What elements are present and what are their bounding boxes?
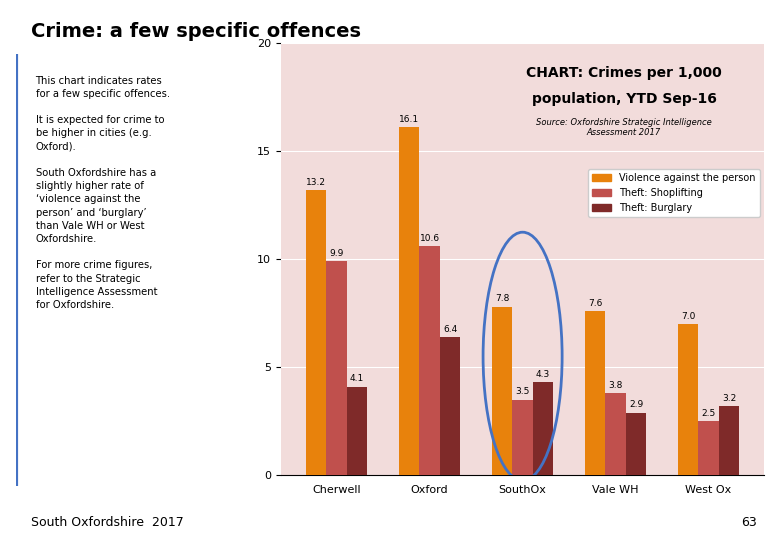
Bar bbox=[585, 311, 605, 475]
Text: 7.6: 7.6 bbox=[588, 299, 602, 308]
Bar bbox=[306, 190, 326, 475]
Bar bbox=[492, 307, 512, 475]
Bar bbox=[512, 400, 533, 475]
Bar bbox=[605, 393, 626, 475]
Bar bbox=[698, 421, 719, 475]
Text: 2.5: 2.5 bbox=[701, 409, 716, 418]
Text: population, YTD Sep-16: population, YTD Sep-16 bbox=[531, 92, 717, 106]
Text: 13.2: 13.2 bbox=[306, 178, 326, 187]
Text: 9.9: 9.9 bbox=[329, 249, 344, 258]
Bar bbox=[440, 337, 460, 475]
Text: Source: Oxfordshire Strategic Intelligence
Assessment 2017: Source: Oxfordshire Strategic Intelligen… bbox=[536, 118, 712, 137]
Text: 3.5: 3.5 bbox=[516, 387, 530, 396]
Text: 63: 63 bbox=[741, 516, 757, 529]
Bar bbox=[420, 246, 440, 475]
Text: 7.0: 7.0 bbox=[681, 312, 695, 321]
Text: South Oxfordshire  2017: South Oxfordshire 2017 bbox=[31, 516, 184, 529]
Bar bbox=[533, 382, 553, 475]
Text: 2.9: 2.9 bbox=[629, 400, 644, 409]
Text: 7.8: 7.8 bbox=[495, 294, 509, 303]
Bar bbox=[399, 127, 420, 475]
Bar bbox=[678, 324, 698, 475]
Text: 3.2: 3.2 bbox=[722, 394, 736, 403]
Text: 4.1: 4.1 bbox=[350, 374, 364, 383]
Text: CHART: Crimes per 1,000: CHART: Crimes per 1,000 bbox=[526, 66, 722, 80]
Bar bbox=[347, 387, 367, 475]
Bar bbox=[326, 261, 347, 475]
Text: 16.1: 16.1 bbox=[399, 115, 419, 124]
Text: 4.3: 4.3 bbox=[536, 370, 550, 379]
Text: 6.4: 6.4 bbox=[443, 325, 457, 334]
Bar bbox=[626, 413, 647, 475]
Bar bbox=[719, 406, 739, 475]
Text: 3.8: 3.8 bbox=[608, 381, 622, 390]
Legend: Violence against the person, Theft: Shoplifting, Theft: Burglary: Violence against the person, Theft: Shop… bbox=[588, 169, 760, 217]
Text: Crime: a few specific offences: Crime: a few specific offences bbox=[31, 22, 361, 40]
Text: This chart indicates rates
for a few specific offences.

It is expected for crim: This chart indicates rates for a few spe… bbox=[36, 76, 170, 310]
Text: 10.6: 10.6 bbox=[420, 234, 440, 243]
